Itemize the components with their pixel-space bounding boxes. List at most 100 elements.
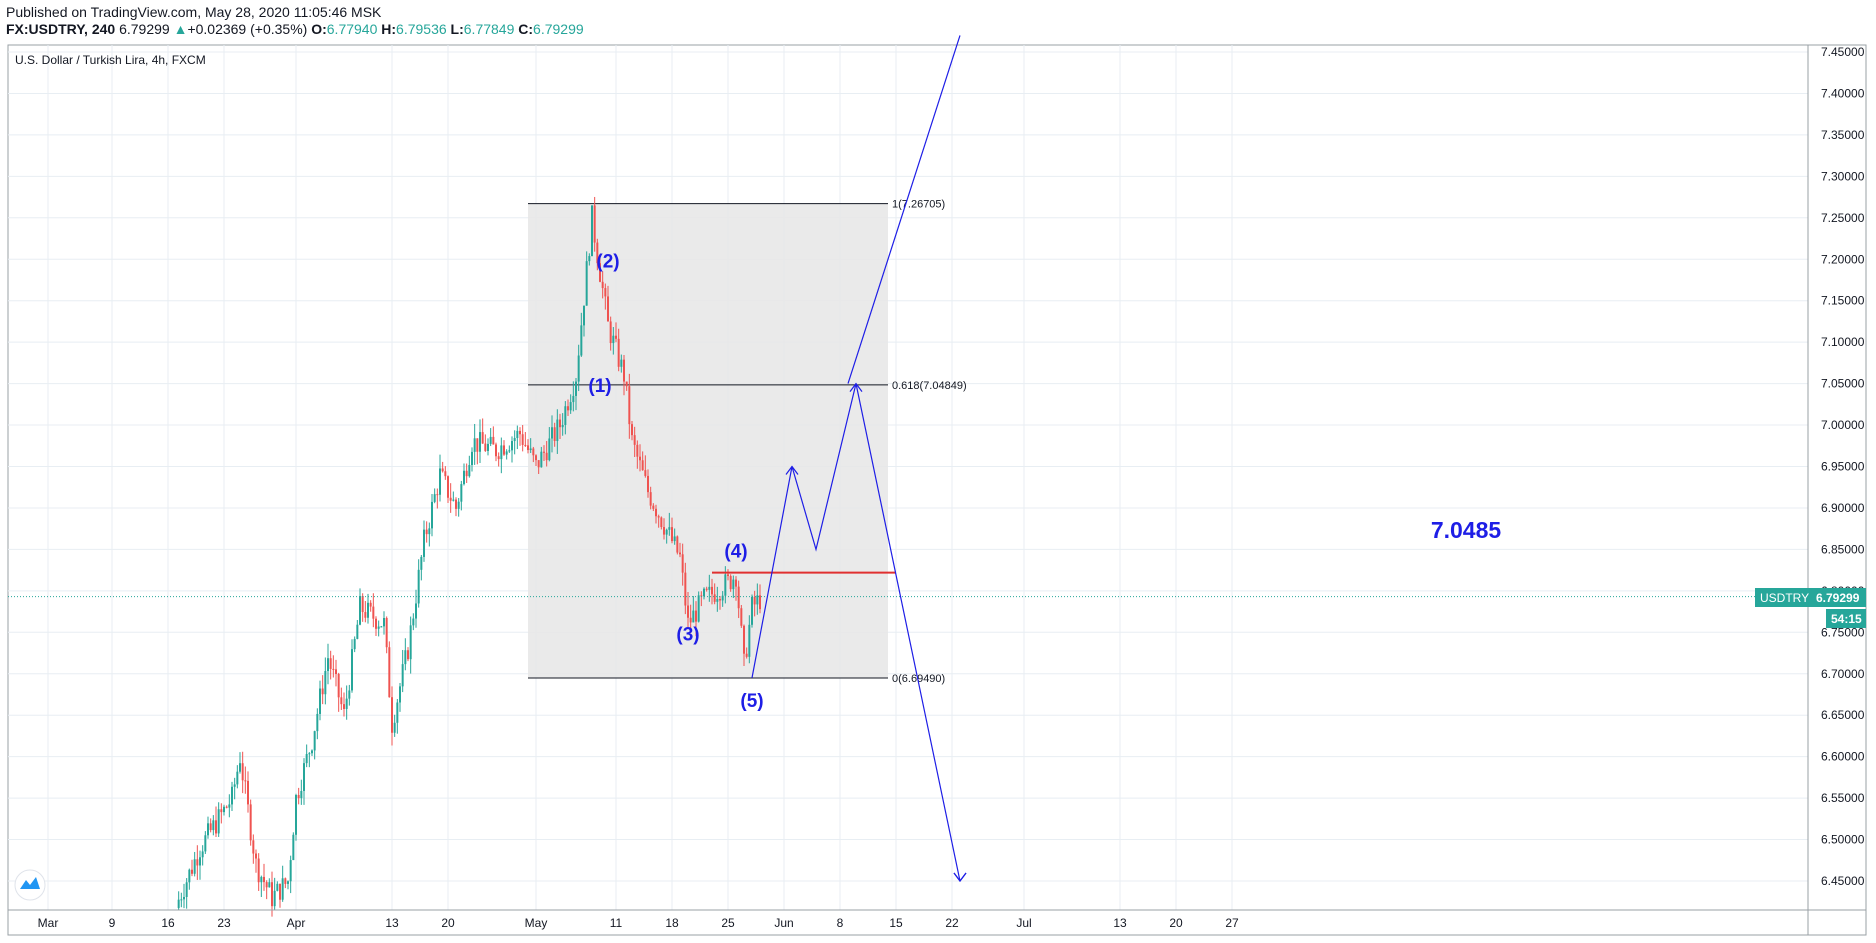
time-axis[interactable]: Mar 9 16 23 Apr 13 20 May 11 18 25 Jun 8 15 22 Jul 13 20 2… — [38, 916, 1239, 930]
candle-body — [303, 763, 305, 791]
price-tag-symbol: USDTRY — [1760, 591, 1809, 605]
candle-body — [353, 638, 356, 650]
chart-title: U.S. Dollar / Turkish Lira, 4h, FXCM — [15, 53, 206, 67]
tradingview-logo[interactable] — [14, 869, 46, 901]
candle-body — [177, 899, 180, 908]
time-tick-label: 8 — [837, 916, 844, 930]
candle-body — [743, 625, 745, 654]
candle-body — [556, 419, 559, 442]
candle-body — [524, 444, 527, 446]
candle-body — [716, 599, 719, 602]
candle-body — [721, 595, 724, 601]
target-label: 7.0485 — [1431, 517, 1502, 543]
time-tick-label: 18 — [665, 916, 679, 930]
fib-zone — [528, 203, 888, 678]
candle-body — [207, 823, 209, 836]
candle-body — [601, 281, 604, 289]
candle-body — [708, 586, 711, 590]
candle-body — [401, 664, 404, 687]
candle-body — [199, 857, 201, 866]
projection-path — [751, 383, 961, 882]
candle-body — [684, 572, 687, 606]
price-tag-bg — [1755, 588, 1866, 607]
candle-body — [471, 451, 473, 466]
candle-body — [620, 359, 623, 367]
candle-body — [372, 606, 375, 619]
candle-body — [180, 899, 183, 901]
candle-body — [407, 650, 409, 660]
candle-body — [268, 882, 271, 888]
candle-body — [287, 881, 289, 884]
candle-body — [263, 876, 265, 883]
price-tick-label: 7.30000 — [1821, 169, 1865, 183]
candle-body — [383, 618, 385, 627]
candle-body — [404, 650, 407, 665]
candle-body — [519, 430, 521, 435]
candle-body — [476, 438, 479, 452]
candle-body — [351, 649, 353, 691]
time-tick-label: Jul — [1016, 916, 1031, 930]
time-tick-label: May — [525, 916, 548, 930]
candle-body — [633, 435, 636, 445]
candle-body — [553, 427, 556, 442]
candle-body — [740, 608, 743, 626]
candle-body — [428, 528, 431, 535]
candle-body — [543, 451, 545, 453]
candle-body — [215, 820, 217, 834]
candle-body — [191, 869, 193, 874]
fib-level-label: 0.618(7.04849) — [892, 380, 967, 392]
last-price: 6.79299 — [119, 21, 170, 37]
candle-body — [257, 858, 260, 883]
price-tick-label: 7.25000 — [1821, 211, 1865, 225]
candle-body — [631, 424, 633, 436]
candle-body — [313, 731, 316, 751]
candle-body — [249, 804, 252, 841]
candle-body — [244, 780, 247, 782]
candle-body — [231, 786, 233, 805]
symbol-label: FX:USDTRY, 240 — [6, 21, 116, 37]
candle-body — [340, 697, 343, 705]
candle-body — [561, 424, 564, 428]
candle-body — [681, 554, 684, 573]
candle-body — [212, 820, 215, 831]
candle-body — [588, 256, 591, 262]
candle-body — [193, 859, 196, 874]
time-tick-label: 20 — [441, 916, 455, 930]
candle-body — [729, 576, 732, 590]
candle-body — [196, 859, 199, 866]
candle-body — [284, 878, 287, 884]
candle-body — [223, 806, 225, 813]
candle-body — [585, 261, 588, 306]
candle-body — [423, 529, 425, 557]
candle-body — [751, 596, 753, 625]
time-tick-label: 25 — [721, 916, 735, 930]
candle-body — [537, 460, 540, 468]
candle-body — [348, 690, 351, 699]
candle-body — [500, 445, 503, 460]
candle-body — [391, 697, 393, 733]
candle-body — [604, 288, 607, 297]
candle-body — [564, 406, 567, 425]
fib-retracement[interactable]: 1(7.26705) 0.618(7.04849) 0(6.69490) — [528, 199, 967, 685]
time-tick-label: 13 — [385, 916, 399, 930]
arrowhead — [785, 465, 799, 475]
candle-body — [321, 688, 324, 695]
candle-body — [759, 595, 761, 610]
candle-body — [503, 445, 505, 455]
price-tick-label: 7.20000 — [1821, 252, 1865, 266]
projection-drawings[interactable] — [712, 35, 967, 882]
candle-body — [220, 809, 223, 813]
candle-body — [607, 296, 609, 322]
candle-body — [417, 569, 420, 604]
candle-body — [497, 456, 500, 460]
candle-body — [548, 438, 551, 461]
price-tag: USDTRY 6.79299 54:15 — [1755, 588, 1866, 628]
candle-body — [615, 335, 617, 339]
price-axis[interactable]: 7.45000 7.40000 7.35000 7.30000 7.25000 7.200… — [1821, 45, 1865, 888]
candle-body — [433, 494, 436, 502]
price-tick-label: 6.50000 — [1821, 833, 1865, 847]
candle-body — [359, 596, 361, 625]
candle-body — [663, 527, 665, 535]
candle-body — [567, 406, 569, 411]
